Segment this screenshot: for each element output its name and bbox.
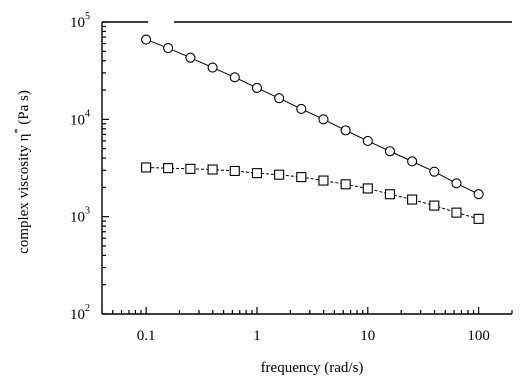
series-square (141, 162, 484, 224)
data-point-square (207, 164, 218, 175)
y-axis-title-sup: * (13, 128, 24, 133)
data-point-circle (274, 93, 285, 104)
series-line (146, 166, 479, 220)
data-point-circle (384, 146, 396, 157)
y-tick-base: 10 (70, 210, 85, 226)
data-point-circle (429, 166, 440, 177)
y-tick-base: 10 (70, 307, 85, 323)
data-point-square (274, 169, 285, 180)
data-point-circle (229, 72, 240, 83)
data-point-square (384, 189, 396, 200)
series-circle (141, 34, 484, 200)
y-axis-title: complex viscosity η* (Pa s) (13, 90, 32, 254)
data-point-circle (407, 156, 418, 167)
data-point-square (429, 200, 440, 211)
data-point-circle (318, 114, 329, 125)
y-tick-exponent: 5 (85, 11, 90, 22)
y-tick-label: 105 (70, 11, 90, 31)
y-tick-exponent: 3 (85, 206, 90, 217)
data-point-square (296, 172, 307, 183)
data-point-square (185, 163, 196, 174)
plot-frame (101, 21, 512, 315)
data-point-circle (163, 42, 174, 54)
y-tick-label: 102 (70, 303, 90, 323)
data-point-square (318, 175, 329, 186)
data-point-square (340, 179, 351, 190)
x-tick-label: 0.1 (137, 328, 156, 344)
series-layer (141, 34, 484, 224)
data-point-square (407, 194, 418, 205)
x-axis-title: frequency (rad/s) (261, 360, 364, 376)
data-point-circle (296, 103, 307, 114)
x-axis: 0.1 1 10 100 (101, 307, 513, 344)
data-point-square (362, 183, 373, 194)
y-axis-title-unit: (Pa s) (16, 90, 32, 128)
x-tick-label: 100 (467, 328, 490, 344)
y-tick-label: 103 (70, 206, 90, 226)
data-point-square (473, 213, 484, 224)
data-point-square (229, 165, 240, 176)
data-point-square (163, 163, 174, 174)
data-point-circle (251, 82, 263, 94)
data-point-square (251, 168, 262, 179)
y-tick-base: 10 (70, 15, 85, 31)
y-tick-exponent: 2 (85, 303, 90, 314)
data-point-circle (207, 62, 218, 73)
data-point-square (451, 207, 462, 218)
y-tick-base: 10 (70, 112, 85, 128)
y-tick-exponent: 4 (85, 108, 90, 119)
y-axis-title-main: complex viscosity η (16, 133, 32, 253)
series-line (145, 39, 479, 195)
data-point-circle (340, 125, 351, 136)
data-point-circle (451, 178, 462, 189)
data-point-circle (141, 34, 152, 45)
data-point-circle (185, 52, 196, 63)
data-point-circle (473, 189, 484, 200)
x-tick-label: 10 (360, 328, 375, 344)
data-point-square (141, 162, 152, 173)
y-tick-label: 104 (70, 108, 90, 128)
data-point-circle (362, 135, 373, 146)
x-tick-label: 1 (253, 328, 261, 344)
